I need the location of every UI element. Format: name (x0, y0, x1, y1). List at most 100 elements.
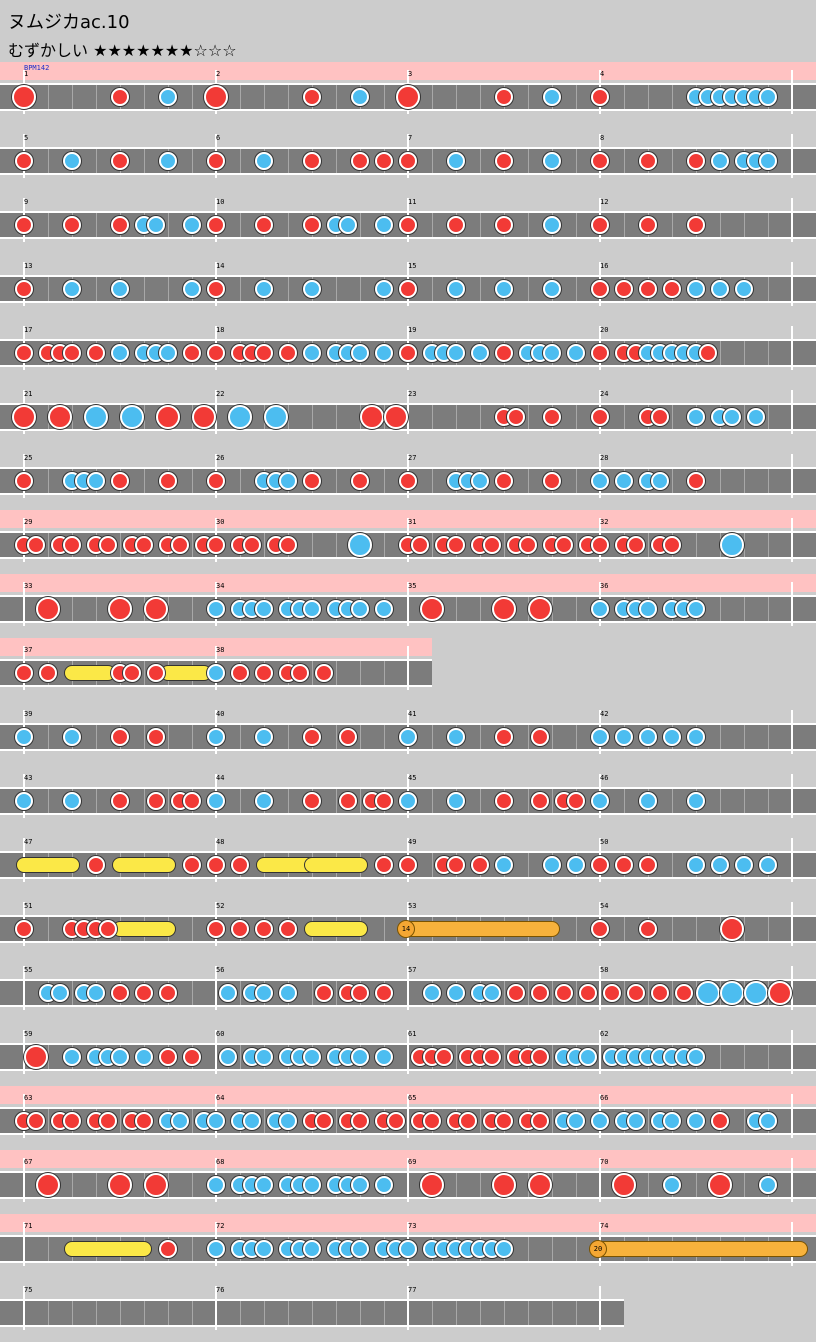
ka-note (339, 216, 357, 234)
don-note (99, 536, 117, 554)
ka-note (111, 280, 129, 298)
beat-line (240, 149, 241, 173)
chart-row: 13 14 15 16 (0, 254, 816, 318)
ka-note (687, 408, 705, 426)
beat-line (48, 213, 49, 237)
big-ka-note (228, 405, 252, 429)
bar-line (791, 1030, 793, 1074)
beat-line (240, 213, 241, 237)
measure-number: 44 (216, 774, 225, 782)
big-don-note (144, 597, 168, 621)
chart-row: 51 52 53 54 14 (0, 894, 816, 958)
beat-line (648, 981, 649, 1005)
don-note (447, 216, 465, 234)
don-note (255, 344, 273, 362)
don-note (543, 408, 561, 426)
beat-line (648, 85, 649, 109)
measure-number: 62 (600, 1030, 609, 1038)
beat-line (288, 1301, 289, 1325)
ka-note (375, 1048, 393, 1066)
ka-note (471, 344, 489, 362)
bar-line (599, 1286, 601, 1330)
ka-note (303, 1048, 321, 1066)
chart-row: 29 30 31 32 (0, 510, 816, 574)
beat-line (552, 981, 553, 1005)
beat-line (288, 405, 289, 429)
beat-line (336, 469, 337, 493)
don-note (279, 344, 297, 362)
beat-line (360, 1301, 361, 1325)
measure-number: 68 (216, 1158, 225, 1166)
ka-note (375, 344, 393, 362)
don-note (231, 664, 249, 682)
beat-line (768, 597, 769, 621)
measure-number: 45 (408, 774, 417, 782)
ka-note (591, 728, 609, 746)
don-note (627, 984, 645, 1002)
bar-line (407, 1286, 409, 1330)
beat-line (96, 1301, 97, 1325)
don-note (255, 216, 273, 234)
don-note (375, 152, 393, 170)
don-note (135, 984, 153, 1002)
bar-line (23, 1222, 25, 1266)
don-note (591, 344, 609, 362)
big-don-note (48, 405, 72, 429)
don-note (375, 792, 393, 810)
beat-line (480, 789, 481, 813)
chart-row: 75 76 77 (0, 1278, 624, 1342)
ka-note (207, 664, 225, 682)
don-note (483, 536, 501, 554)
don-note (399, 472, 417, 490)
chart-row: 21 22 23 24 (0, 382, 816, 446)
measure-number: 17 (24, 326, 33, 334)
beat-line (312, 533, 313, 557)
don-note (507, 984, 525, 1002)
ka-note (543, 856, 561, 874)
big-don-note (768, 981, 792, 1005)
bar-line (23, 1158, 25, 1202)
don-note (207, 536, 225, 554)
beat-line (48, 277, 49, 301)
don-note (27, 536, 45, 554)
bar-line (791, 390, 793, 434)
ka-note (663, 1176, 681, 1194)
measure-number: 51 (24, 902, 33, 910)
don-note (135, 1112, 153, 1130)
big-don-note (720, 917, 744, 941)
chart-row: 47 48 49 50 (0, 830, 816, 894)
beat-line (192, 85, 193, 109)
measure-number: 9 (24, 198, 29, 206)
ka-note (447, 344, 465, 362)
beat-line (528, 725, 529, 749)
don-note (543, 472, 561, 490)
beat-line (144, 789, 145, 813)
bar-line (599, 1158, 601, 1202)
beat-line (528, 981, 529, 1005)
ka-note (351, 1176, 369, 1194)
beat-line (456, 1045, 457, 1069)
beat-line (432, 1301, 433, 1325)
beat-line (48, 917, 49, 941)
beat-line (480, 213, 481, 237)
don-note (603, 984, 621, 1002)
measure-number: 15 (408, 262, 417, 270)
ka-note (495, 280, 513, 298)
don-note (99, 1112, 117, 1130)
ka-note (687, 856, 705, 874)
beat-line (48, 1237, 49, 1261)
ka-note (375, 280, 393, 298)
don-note (675, 984, 693, 1002)
bar-line (215, 966, 217, 1010)
don-note (63, 216, 81, 234)
beat-line (336, 1109, 337, 1133)
beat-line (720, 597, 721, 621)
beat-line (336, 405, 337, 429)
drumroll-note (64, 665, 116, 681)
don-note (459, 1112, 477, 1130)
beat-line (672, 917, 673, 941)
beat-line (576, 213, 577, 237)
beat-line (624, 213, 625, 237)
beat-line (432, 277, 433, 301)
ka-note (591, 472, 609, 490)
